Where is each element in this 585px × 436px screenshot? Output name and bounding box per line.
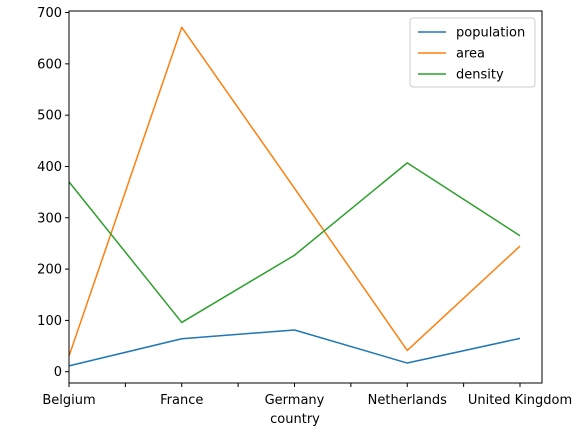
legend-label-area: area	[456, 47, 485, 62]
plot-frame	[68, 10, 543, 384]
y-tick-label: 100	[37, 314, 62, 329]
y-tick-label: 300	[37, 211, 62, 226]
series-line-density	[68, 162, 521, 324]
y-tick-label: 700	[37, 6, 62, 21]
y-tick-label: 200	[37, 263, 62, 278]
series-line-area	[68, 26, 521, 357]
y-tick-label: 600	[37, 57, 62, 72]
legend-box	[409, 17, 536, 88]
x-tick-label: Belgium	[42, 393, 95, 408]
x-axis: Belgium France Germany Netherlands United Ki…	[42, 383, 572, 408]
legend: population area density	[409, 17, 536, 88]
x-tick-label: Netherlands	[368, 393, 447, 408]
x-tick-label: Germany	[265, 393, 325, 408]
legend-label-population: population	[456, 26, 525, 41]
plot-lines	[68, 26, 521, 367]
series-line-population	[68, 329, 521, 367]
legend-label-density: density	[456, 68, 504, 83]
x-tick-label: United Kingdom	[468, 393, 572, 408]
x-axis-label: country	[270, 412, 320, 427]
y-tick-label: 0	[54, 365, 62, 380]
x-tick-label: France	[160, 393, 203, 408]
y-axis: 0 100 200 300 400 500 600 700	[37, 6, 69, 380]
y-tick-label: 400	[37, 160, 62, 175]
y-tick-label: 500	[37, 109, 62, 124]
